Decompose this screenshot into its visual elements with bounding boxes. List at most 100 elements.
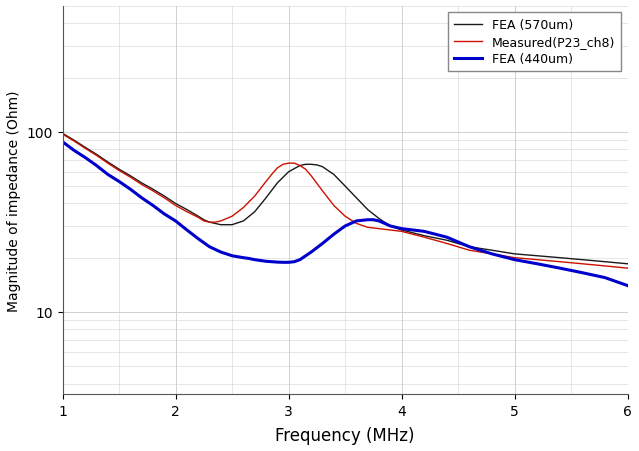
Measured(P23_ch8) [93,153,100,159]
X-axis label: Frequency (MHz): Frequency (MHz) [275,426,415,444]
FEA (440um) [93,163,100,169]
FEA (440um) [341,224,349,229]
Measured(P23_ch8) [601,264,609,269]
FEA (440um) [206,244,213,250]
FEA (570um) [115,167,123,173]
FEA (440um) [127,187,134,193]
FEA (440um) [466,244,473,250]
Measured(P23_ch8) [466,248,473,253]
FEA (570um) [262,196,270,201]
Measured(P23_ch8) [251,194,259,199]
FEA (440um) [285,260,293,266]
Measured(P23_ch8) [217,219,225,224]
FEA (570um) [296,163,304,169]
Measured(P23_ch8) [556,259,564,265]
FEA (570um) [556,255,564,261]
FEA (440um) [381,221,389,226]
Measured(P23_ch8) [81,146,89,152]
FEA (440um) [290,259,298,265]
Line: FEA (440um): FEA (440um) [63,143,627,286]
Measured(P23_ch8) [268,172,275,178]
Measured(P23_ch8) [262,179,270,185]
FEA (570um) [59,131,66,137]
FEA (440um) [488,252,496,257]
FEA (570um) [578,258,586,263]
Y-axis label: Magnitude of impedance (Ohm): Magnitude of impedance (Ohm) [7,90,21,311]
Measured(P23_ch8) [375,226,383,232]
FEA (570um) [341,184,349,189]
Measured(P23_ch8) [341,214,349,220]
FEA (440um) [59,140,66,145]
FEA (570um) [212,221,219,226]
FEA (440um) [273,260,281,265]
FEA (440um) [251,258,259,263]
FEA (570um) [420,234,428,239]
Measured(P23_ch8) [387,228,394,233]
FEA (440um) [217,250,225,255]
Measured(P23_ch8) [138,182,146,188]
FEA (440um) [160,212,168,217]
FEA (440um) [624,283,631,289]
FEA (440um) [511,258,518,263]
FEA (440um) [443,235,450,240]
Measured(P23_ch8) [296,163,304,169]
FEA (570um) [194,214,202,220]
FEA (440um) [556,266,564,271]
FEA (570um) [624,262,631,267]
FEA (440um) [420,229,428,235]
FEA (440um) [353,219,360,224]
FEA (570um) [364,207,371,213]
FEA (570um) [601,259,609,265]
Measured(P23_ch8) [273,166,281,171]
FEA (440um) [240,255,247,261]
Measured(P23_ch8) [511,255,518,261]
FEA (440um) [364,217,371,223]
FEA (570um) [81,145,89,151]
Measured(P23_ch8) [104,161,112,166]
FEA (570um) [183,207,190,213]
Measured(P23_ch8) [353,221,360,226]
FEA (570um) [273,181,281,186]
Measured(P23_ch8) [59,132,66,138]
FEA (570um) [319,165,327,170]
Measured(P23_ch8) [70,139,78,144]
Legend: FEA (570um), Measured(P23_ch8), FEA (440um): FEA (570um), Measured(P23_ch8), FEA (440… [448,13,621,72]
FEA (440um) [81,156,89,161]
FEA (570um) [251,210,259,215]
Measured(P23_ch8) [624,266,631,271]
FEA (570um) [466,244,473,250]
FEA (440um) [245,256,253,262]
FEA (570um) [228,222,236,228]
Measured(P23_ch8) [330,203,337,209]
FEA (440um) [115,179,123,185]
FEA (440um) [279,260,287,266]
FEA (570um) [375,216,383,222]
FEA (570um) [285,170,293,175]
Measured(P23_ch8) [183,210,190,215]
FEA (440um) [397,226,405,232]
FEA (570um) [104,160,112,166]
FEA (570um) [443,238,450,244]
FEA (440um) [387,224,394,229]
FEA (570um) [240,219,247,224]
FEA (570um) [127,174,134,179]
Measured(P23_ch8) [212,220,219,226]
FEA (570um) [302,162,309,168]
FEA (440um) [296,258,304,263]
Measured(P23_ch8) [578,262,586,267]
Measured(P23_ch8) [127,175,134,180]
FEA (440um) [172,219,180,224]
Measured(P23_ch8) [319,189,327,194]
FEA (440um) [330,232,337,237]
FEA (570um) [172,201,180,207]
FEA (570um) [397,228,405,233]
FEA (440um) [228,253,236,259]
Measured(P23_ch8) [420,235,428,240]
FEA (440um) [319,241,327,247]
Measured(P23_ch8) [172,203,180,209]
FEA (570um) [217,222,225,228]
FEA (570um) [534,253,541,259]
Measured(P23_ch8) [228,214,236,220]
FEA (440um) [138,196,146,201]
FEA (570um) [511,252,518,257]
